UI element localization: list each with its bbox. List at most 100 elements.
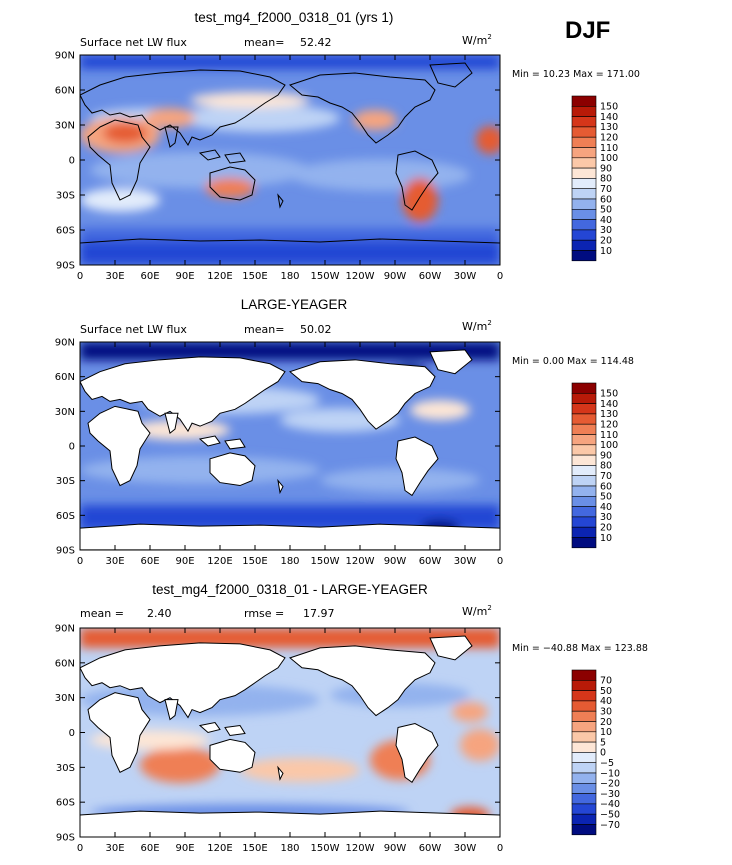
y-tick-label: 90S	[56, 833, 75, 844]
colorbar-label: 50	[600, 686, 612, 697]
colorbar-label: 80	[600, 461, 612, 472]
colorbar-swatch	[571, 403, 597, 415]
colorbar-label: 0	[600, 748, 606, 759]
panel-2-minmax: Min = 0.00 Max = 114.48	[512, 356, 634, 367]
panel-2-units-base: W/m	[462, 320, 487, 333]
panel-2-x-ticks: 0 30E 60E 90E 120E 150E 180 150W 120W 90W 60W 30W 0	[77, 342, 503, 567]
colorbar-swatch	[571, 731, 597, 743]
panel-1-x-ticks: 0 30E 60E 90E 120E 150E 180 150W 120W 90W 60W 30W 0	[77, 55, 503, 282]
y-tick-label: 90N	[55, 338, 75, 349]
colorbar-label: −30	[600, 789, 620, 800]
x-tick-label: 0	[497, 271, 503, 282]
x-tick-label: 90E	[175, 271, 194, 282]
panel-3: test_mg4_f2000_0318_01 - LARGE-YEAGER me…	[55, 582, 648, 854]
y-tick-label: 30N	[55, 121, 75, 132]
colorbar-swatch	[571, 188, 597, 200]
colorbar-swatch	[571, 700, 597, 712]
panel-3-rmse-value: 17.97	[303, 607, 335, 620]
colorbar-swatch	[571, 516, 597, 528]
season-label: DJF	[565, 17, 610, 44]
colorbar-swatch	[571, 444, 597, 456]
colorbar-label: 30	[600, 707, 612, 718]
colorbar-swatch	[571, 434, 597, 446]
colorbar-label: 10	[600, 727, 612, 738]
y-tick-label: 90S	[56, 261, 75, 272]
colorbar-swatch	[571, 710, 597, 722]
colorbar-label: 40	[600, 502, 612, 513]
colorbar-label: 60	[600, 194, 612, 205]
colorbar-swatch	[571, 198, 597, 210]
colorbar-swatch	[571, 679, 597, 691]
colorbar-swatch	[571, 239, 597, 251]
y-tick-label: 60S	[56, 798, 75, 809]
colorbar-label: 150	[600, 102, 618, 113]
x-tick-label: 90E	[175, 843, 194, 854]
colorbar-swatch	[571, 95, 597, 107]
colorbar-swatch	[571, 178, 597, 189]
colorbar-swatch	[571, 382, 597, 394]
panel-3-y-ticks: 90N 60N 30N 0 30S 60S 90S	[55, 624, 500, 844]
y-tick-label: 60S	[56, 226, 75, 237]
y-tick-label: 30N	[55, 407, 75, 418]
colorbar-swatch	[571, 721, 597, 733]
panel-2-mean-label: mean=	[244, 323, 284, 336]
colorbar-label: 130	[600, 122, 618, 133]
x-tick-label: 120W	[346, 556, 375, 567]
x-tick-label: 90E	[175, 556, 194, 567]
colorbar-label: 10	[600, 533, 612, 544]
y-tick-label: 90N	[55, 624, 75, 635]
x-tick-label: 180	[280, 556, 299, 567]
panel-3-map	[80, 628, 500, 837]
colorbar-label: 60	[600, 481, 612, 492]
x-tick-label: 150E	[242, 843, 267, 854]
x-tick-label: 120E	[207, 271, 232, 282]
colorbar-label: −50	[600, 810, 620, 821]
colorbar-swatch	[571, 752, 597, 764]
panel-3-minmax: Min = −40.88 Max = 123.88	[512, 643, 648, 654]
x-tick-label: 30E	[105, 843, 124, 854]
panel-3-mean-value: 2.40	[147, 607, 172, 620]
x-tick-label: 60E	[140, 843, 159, 854]
colorbar-label: 50	[600, 205, 612, 216]
panel-2-variable: Surface net LW flux	[80, 323, 187, 336]
colorbar-swatch	[571, 157, 597, 169]
colorbar-label: 70	[600, 184, 612, 195]
panel-3-units-exp: 2	[487, 604, 491, 612]
colorbar-swatch	[571, 762, 597, 774]
colorbar-swatch	[571, 136, 597, 148]
colorbar-label: −70	[600, 820, 620, 831]
panel-3-mean-label: mean =	[80, 607, 124, 620]
colorbar-label: 70	[600, 676, 612, 687]
x-tick-label: 180	[280, 271, 299, 282]
colorbar-swatch	[571, 167, 597, 179]
colorbar-swatch	[571, 782, 597, 794]
colorbar-label: 140	[600, 112, 618, 123]
x-tick-label: 0	[497, 843, 503, 854]
colorbar-swatch	[571, 423, 597, 435]
colorbar-label: 100	[600, 153, 618, 164]
x-tick-label: 30E	[105, 556, 124, 567]
panel-1-minmax: Min = 10.23 Max = 171.00	[512, 69, 640, 80]
colorbar-swatch	[571, 506, 597, 518]
panel-1-y-ticks: 90N 60N 30N 0 30S 60S 90S	[55, 51, 500, 272]
colorbar-label: −20	[600, 779, 620, 790]
colorbar-label: 30	[600, 512, 612, 523]
panel-2-map	[80, 342, 500, 550]
colorbar-swatch	[571, 209, 597, 220]
colorbar-swatch	[571, 537, 597, 549]
x-tick-label: 0	[77, 556, 83, 567]
colorbar-label: −10	[600, 768, 620, 779]
x-tick-label: 0	[77, 843, 83, 854]
y-tick-label: 30S	[56, 191, 75, 202]
x-tick-label: 30E	[105, 271, 124, 282]
colorbar-label: 10	[600, 246, 612, 257]
x-tick-label: 120W	[346, 843, 375, 854]
colorbar-label: 30	[600, 225, 612, 236]
y-tick-label: 90N	[55, 51, 75, 62]
panel-2: LARGE-YEAGER Surface net LW flux mean= 5…	[55, 297, 634, 567]
colorbar-swatch	[571, 106, 597, 117]
colorbar-label: 100	[600, 440, 618, 451]
colorbar-swatch	[571, 126, 597, 138]
colorbar-swatch	[571, 250, 597, 262]
